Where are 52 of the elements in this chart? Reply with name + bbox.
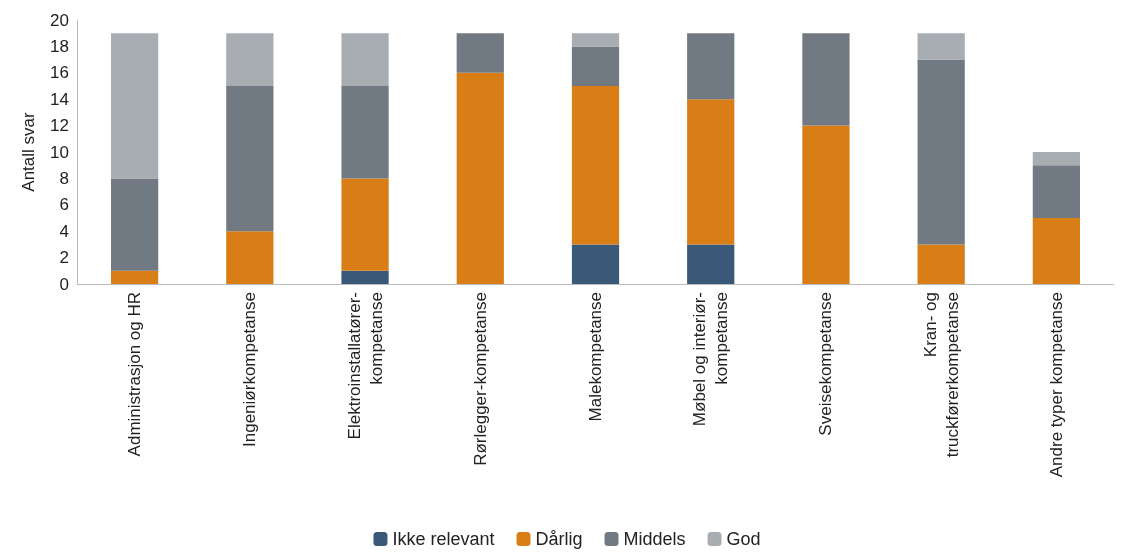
x-tick-label: Administrasjon og HR — [125, 292, 145, 457]
bar — [226, 86, 274, 232]
bar — [571, 33, 620, 47]
bar — [341, 270, 389, 284]
legend-label: Dårlig — [535, 529, 583, 549]
bar — [687, 99, 735, 245]
y-tick-label: 8 — [59, 168, 69, 188]
bar — [571, 46, 620, 86]
bar — [110, 33, 159, 179]
bar — [226, 231, 274, 284]
y-tick-label: 20 — [50, 10, 69, 30]
x-tick-label: Elektroinstallatører- kompetanse — [344, 292, 386, 440]
y-axis-title: Antall svar — [19, 111, 38, 192]
x-tick-label: Kran- og truckførerkompetanse — [920, 292, 962, 458]
bar — [456, 33, 504, 73]
bar — [341, 33, 389, 86]
bar — [917, 59, 965, 245]
y-tick-label: 10 — [50, 142, 69, 162]
y-tick-label: 0 — [59, 274, 69, 294]
bar — [1032, 152, 1081, 166]
bar — [687, 33, 735, 100]
bar — [687, 244, 735, 284]
x-tick-label: Andre typer kompetanse — [1046, 292, 1066, 478]
bar — [917, 244, 965, 284]
y-tick-label: 14 — [50, 89, 69, 109]
x-tick-label: Malekompetanse — [586, 292, 605, 422]
bar — [341, 178, 389, 271]
bar — [917, 33, 965, 60]
y-tick-label: 18 — [50, 36, 69, 56]
y-tick-label: 16 — [50, 63, 69, 83]
bar — [341, 86, 389, 179]
bar — [571, 244, 620, 284]
bar — [456, 72, 504, 284]
legend-label: Middels — [623, 529, 686, 549]
legend-label: Ikke relevant — [392, 529, 495, 549]
legend-label: God — [726, 529, 761, 549]
x-tick-label: Møbel og interiør- kompetanse — [690, 292, 732, 427]
bar — [1032, 165, 1081, 218]
bar — [1032, 218, 1081, 284]
bar — [110, 178, 159, 271]
x-tick-label: Ingeniørkompetanse — [240, 292, 260, 447]
bar — [571, 86, 620, 245]
bar — [802, 33, 850, 126]
y-tick-label: 12 — [50, 116, 69, 136]
y-tick-label: 2 — [59, 248, 69, 268]
x-tick-label: Rørlegger-kompetanse — [470, 292, 490, 466]
bar — [110, 270, 159, 284]
y-tick-label: 6 — [59, 195, 69, 215]
y-tick-label: 4 — [59, 221, 69, 241]
bar — [226, 33, 274, 86]
x-tick-label: Sveisekompetanse — [816, 292, 836, 436]
bar — [802, 125, 850, 284]
